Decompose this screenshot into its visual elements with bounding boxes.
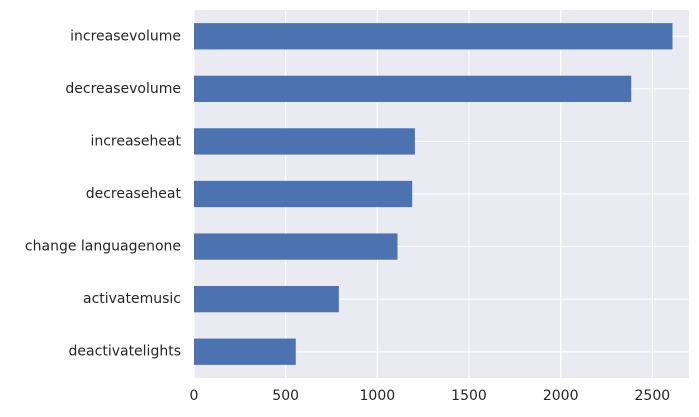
bar-increaseheat <box>194 128 415 155</box>
x-tick-label: 0 <box>190 388 199 404</box>
x-tick-label: 2000 <box>543 388 579 404</box>
y-tick-labels: increasevolume decreasevolume increaseheat… <box>25 28 182 359</box>
y-tick-label: increasevolume <box>70 28 181 44</box>
bar-activatemusic <box>194 286 339 313</box>
y-tick-label: activatemusic <box>83 291 181 307</box>
x-tick-label: 2500 <box>635 388 671 404</box>
bar-increasevolume <box>194 23 673 50</box>
y-tick-label: increaseheat <box>90 133 181 149</box>
x-tick-label: 1500 <box>451 388 487 404</box>
bars <box>194 23 673 365</box>
bar-deactivatelights <box>194 338 296 365</box>
x-tick-label: 500 <box>272 388 299 404</box>
y-tick-label: decreasevolume <box>65 81 181 97</box>
x-tick-label: 1000 <box>360 388 396 404</box>
x-tick-labels: 0 500 1000 1500 2000 2500 <box>190 388 671 404</box>
bar-change-languagenone <box>194 233 398 260</box>
y-tick-label: deactivatelights <box>69 344 181 360</box>
bar-decreasevolume <box>194 75 632 102</box>
y-tick-label: change languagenone <box>25 239 181 255</box>
y-tick-label: decreaseheat <box>86 186 182 202</box>
bar-decreaseheat <box>194 180 413 208</box>
